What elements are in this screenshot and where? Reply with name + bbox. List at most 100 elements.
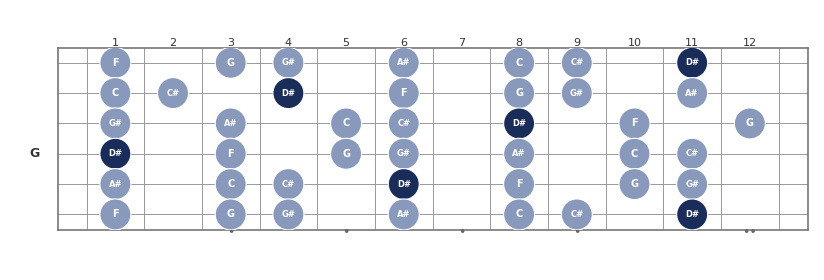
Ellipse shape: [215, 199, 246, 230]
Ellipse shape: [388, 78, 419, 109]
Ellipse shape: [734, 108, 765, 139]
Text: G: G: [227, 209, 235, 220]
Text: 12: 12: [742, 38, 757, 48]
Text: C#: C#: [570, 58, 583, 67]
Ellipse shape: [215, 169, 246, 200]
Text: 3: 3: [227, 38, 234, 48]
Text: G: G: [515, 88, 523, 98]
Ellipse shape: [273, 199, 304, 230]
Ellipse shape: [100, 199, 131, 230]
Text: C#: C#: [166, 88, 180, 98]
Ellipse shape: [273, 78, 304, 109]
Text: 11: 11: [686, 38, 699, 48]
Text: •: •: [227, 226, 234, 239]
Text: 7: 7: [458, 38, 465, 48]
Text: C#: C#: [397, 119, 410, 128]
Text: D#: D#: [397, 179, 410, 189]
Text: F: F: [631, 118, 638, 129]
Ellipse shape: [330, 108, 362, 139]
Ellipse shape: [503, 199, 535, 230]
Text: C: C: [112, 88, 119, 98]
Ellipse shape: [388, 199, 419, 230]
Text: A#: A#: [397, 210, 410, 219]
Text: G: G: [227, 58, 235, 68]
Ellipse shape: [215, 108, 246, 139]
Text: A#: A#: [513, 149, 526, 158]
Text: 5: 5: [343, 38, 349, 48]
Text: G#: G#: [282, 210, 295, 219]
Text: C: C: [227, 179, 234, 189]
Ellipse shape: [388, 138, 419, 169]
Text: G#: G#: [570, 88, 583, 98]
Text: F: F: [227, 149, 234, 159]
Ellipse shape: [619, 169, 650, 200]
Ellipse shape: [100, 138, 131, 169]
Ellipse shape: [503, 169, 535, 200]
Text: A#: A#: [224, 119, 237, 128]
Ellipse shape: [561, 47, 592, 78]
Text: 1: 1: [112, 38, 119, 48]
Ellipse shape: [503, 108, 535, 139]
Text: 4: 4: [285, 38, 292, 48]
Text: C: C: [516, 209, 522, 220]
Ellipse shape: [388, 169, 419, 200]
Text: F: F: [112, 58, 119, 68]
Text: D#: D#: [109, 149, 122, 158]
Text: G: G: [30, 147, 40, 160]
Ellipse shape: [677, 169, 708, 200]
Text: G: G: [746, 118, 754, 129]
Text: G: G: [342, 149, 350, 159]
Ellipse shape: [157, 78, 189, 109]
Text: A#: A#: [109, 179, 122, 189]
Ellipse shape: [215, 47, 246, 78]
Text: G#: G#: [686, 179, 699, 189]
Ellipse shape: [100, 108, 131, 139]
Ellipse shape: [388, 108, 419, 139]
Text: D#: D#: [513, 119, 526, 128]
Ellipse shape: [215, 138, 246, 169]
Text: C#: C#: [686, 149, 699, 158]
Text: G: G: [630, 179, 639, 189]
Text: C: C: [343, 118, 349, 129]
Text: C#: C#: [570, 210, 583, 219]
Ellipse shape: [561, 78, 592, 109]
Text: D#: D#: [686, 210, 699, 219]
Ellipse shape: [388, 47, 419, 78]
Text: 2: 2: [170, 38, 176, 48]
Ellipse shape: [100, 78, 131, 109]
Ellipse shape: [503, 78, 535, 109]
Ellipse shape: [677, 78, 708, 109]
Ellipse shape: [677, 199, 708, 230]
Text: •: •: [343, 226, 349, 239]
Text: C#: C#: [282, 179, 295, 189]
Text: F: F: [112, 209, 119, 220]
Text: F: F: [400, 88, 407, 98]
Ellipse shape: [273, 169, 304, 200]
Text: G#: G#: [397, 149, 410, 158]
Ellipse shape: [503, 138, 535, 169]
Text: G#: G#: [282, 58, 295, 67]
Text: 6: 6: [400, 38, 407, 48]
Ellipse shape: [100, 47, 131, 78]
Text: 10: 10: [628, 38, 641, 48]
Text: •: •: [574, 226, 580, 239]
Ellipse shape: [619, 108, 650, 139]
Text: 8: 8: [516, 38, 522, 48]
Text: A#: A#: [397, 58, 410, 67]
Ellipse shape: [561, 199, 592, 230]
Ellipse shape: [677, 138, 708, 169]
Ellipse shape: [503, 47, 535, 78]
Text: D#: D#: [282, 88, 295, 98]
Text: C: C: [516, 58, 522, 68]
Text: C: C: [631, 149, 638, 159]
Text: A#: A#: [686, 88, 699, 98]
Text: 9: 9: [574, 38, 580, 48]
Text: F: F: [516, 179, 522, 189]
Ellipse shape: [619, 138, 650, 169]
Text: D#: D#: [686, 58, 699, 67]
Ellipse shape: [273, 47, 304, 78]
Ellipse shape: [677, 47, 708, 78]
Ellipse shape: [100, 169, 131, 200]
Text: ••: ••: [742, 226, 757, 239]
Text: G#: G#: [109, 119, 122, 128]
